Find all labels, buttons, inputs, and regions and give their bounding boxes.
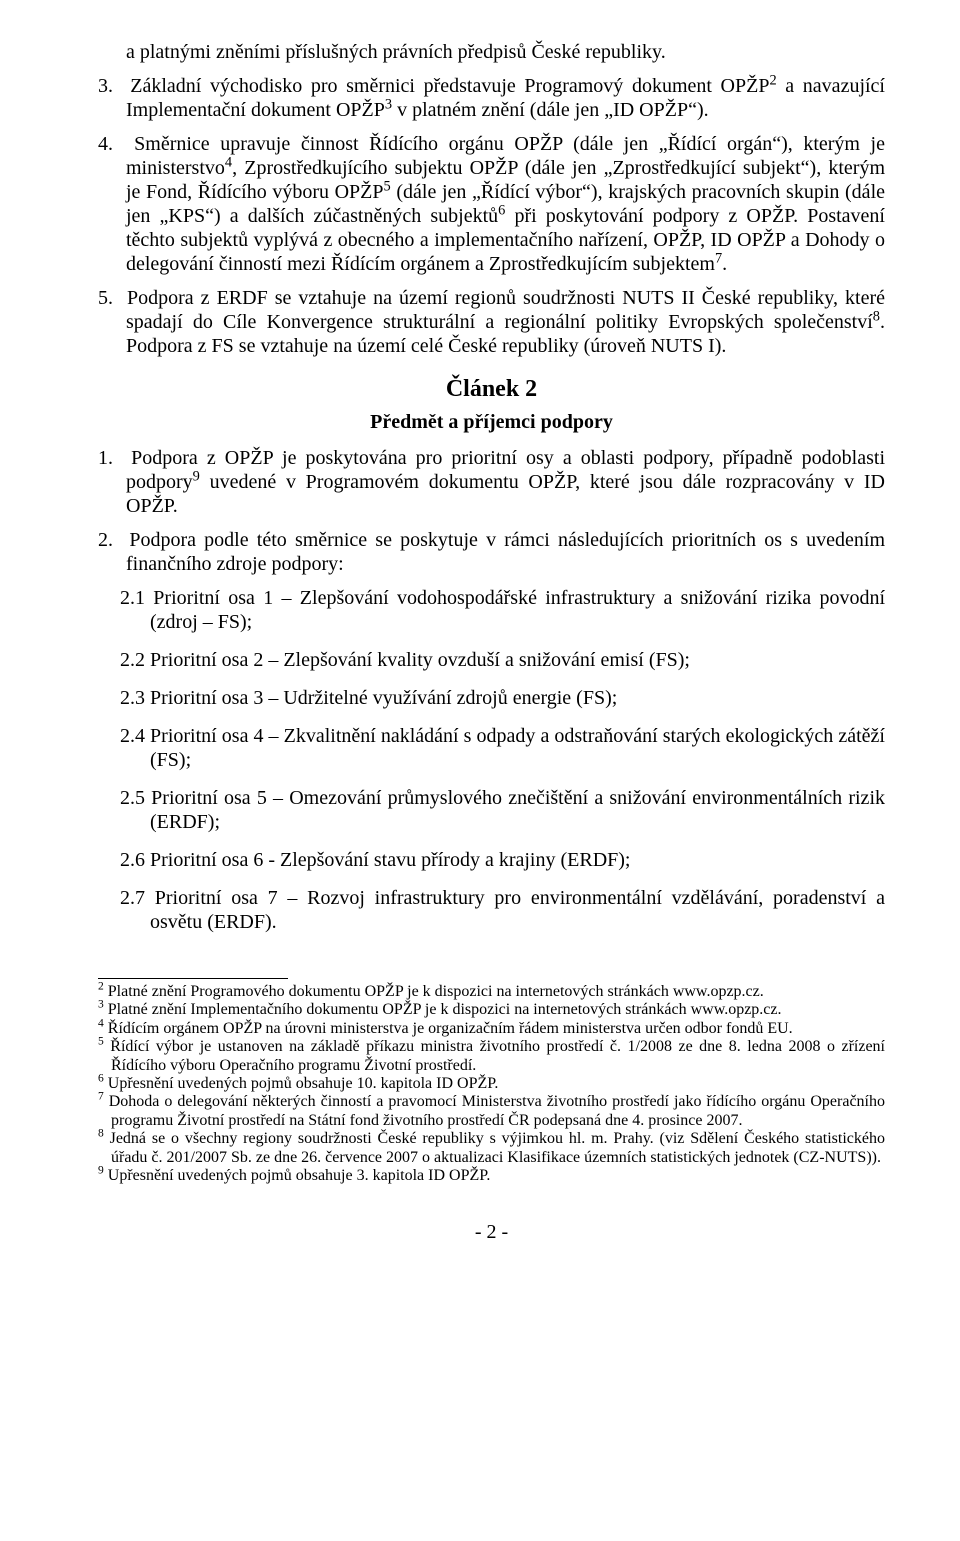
footnote-7-text: Dohoda o delegování některých činností a… [104,1093,885,1128]
footnote-2: 2 Platné znění Programového dokumentu OP… [98,983,885,1001]
para-4: 4. Směrnice upravuje činnost Řídícího or… [98,132,885,276]
footnote-ref-3: 3 [385,96,392,112]
priority-axis-2-5: 2.5 Prioritní osa 5 – Omezování průmyslo… [98,786,885,834]
footnote-8: 8 Jedná se o všechny regiony soudržnosti… [98,1130,885,1167]
article-2-para-1-b: uvedené v Programovém dokumentu OPŽP, kt… [126,471,885,517]
para-tail-previous: a platnými zněními příslušných právních … [98,40,885,64]
para-3: 3. Základní východisko pro směrnici před… [98,74,885,122]
footnote-8-text: Jedná se o všechny regiony soudržnosti Č… [104,1130,885,1165]
page-number: - 2 - [98,1221,885,1244]
para-5-a: 5. Podpora z ERDF se vztahuje na území r… [98,287,885,333]
priority-axis-2-7: 2.7 Prioritní osa 7 – Rozvoj infrastrukt… [98,886,885,934]
article-2-para-2: 2. Podpora podle této směrnice se poskyt… [98,528,885,576]
para-5: 5. Podpora z ERDF se vztahuje na území r… [98,286,885,358]
footnote-6-text: Upřesnění uvedených pojmů obsahuje 10. k… [104,1075,499,1092]
para-4-e: . [722,253,727,275]
article-2-subtitle: Předmět a příjemci podpory [98,411,885,434]
footnote-3: 3 Platné znění Implementačního dokumentu… [98,1001,885,1019]
footnote-4: 4 Řídícím orgánem OPŽP na úrovni ministe… [98,1020,885,1038]
footnote-9-text: Upřesnění uvedených pojmů obsahuje 3. ka… [104,1167,491,1184]
footnote-5-text: Řídící výbor je ustanoven na základě pří… [104,1038,885,1073]
priority-axis-2-2: 2.2 Prioritní osa 2 – Zlepšování kvality… [98,648,885,672]
footnote-ref-5: 5 [384,178,391,194]
footnotes-separator [98,978,288,979]
footnote-3-text: Platné znění Implementačního dokumentu O… [104,1001,782,1018]
footnote-9: 9 Upřesnění uvedených pojmů obsahuje 3. … [98,1167,885,1185]
article-2-title: Článek 2 [98,376,885,403]
footnote-ref-2: 2 [769,72,776,88]
priority-axis-2-4: 2.4 Prioritní osa 4 – Zkvalitnění naklád… [98,724,885,772]
footnote-ref-8: 8 [873,308,880,324]
footnote-2-text: Platné znění Programového dokumentu OPŽP… [104,983,764,1000]
footnote-4-text: Řídícím orgánem OPŽP na úrovni ministers… [104,1020,793,1037]
priority-axis-2-3: 2.3 Prioritní osa 3 – Udržitelné využívá… [98,686,885,710]
footnote-5: 5 Řídící výbor je ustanoven na základě p… [98,1038,885,1075]
footnote-ref-9: 9 [193,468,200,484]
footnote-ref-4: 4 [225,154,232,170]
priority-axis-2-6: 2.6 Prioritní osa 6 - Zlepšování stavu p… [98,848,885,872]
para-3-c: v platném znění (dále jen „ID OPŽP“). [392,99,709,121]
para-3-a: 3. Základní východisko pro směrnici před… [98,75,769,97]
footnote-7: 7 Dohoda o delegování některých činností… [98,1093,885,1130]
footnote-6: 6 Upřesnění uvedených pojmů obsahuje 10.… [98,1075,885,1093]
article-2-para-1: 1. Podpora z OPŽP je poskytována pro pri… [98,446,885,518]
priority-axis-2-1: 2.1 Prioritní osa 1 – Zlepšování vodohos… [98,586,885,634]
